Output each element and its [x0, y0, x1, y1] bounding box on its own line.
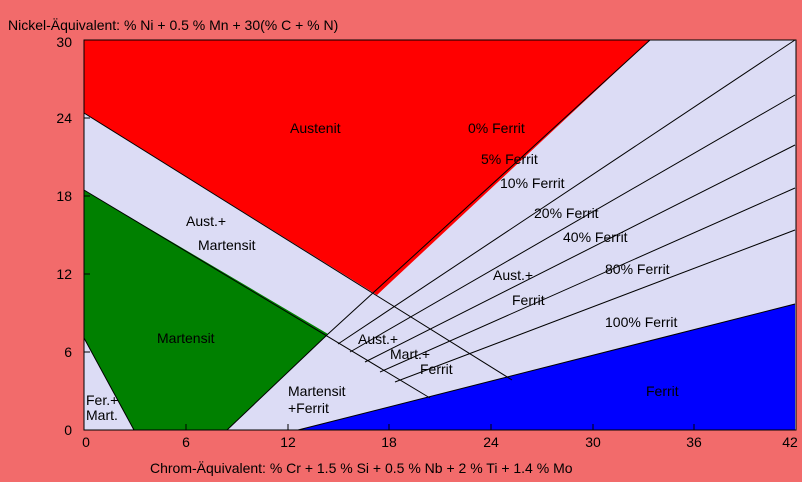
ferrit-40-line	[379, 187, 796, 373]
label-mart-ferrit-1: Martensit	[288, 383, 346, 399]
region-labels: Austenit Aust.+ Martensit Martensit Aust…	[86, 120, 679, 423]
ferrit-80-line	[394, 229, 796, 383]
x-axis-title: Chrom-Äquivalent: % Cr + 1.5 % Si + 0.5 …	[150, 460, 573, 476]
y-tick-label: 18	[56, 188, 72, 204]
label-aust-ferrit-2: Ferrit	[512, 292, 545, 308]
ferrit-line-labels: 0% Ferrit 5% Ferrit 10% Ferrit 20% Ferri…	[468, 120, 677, 330]
fer-mart-boundary	[83, 337, 135, 431]
plot-border	[83, 39, 797, 431]
label-aust-mart-2: Martensit	[198, 237, 256, 253]
x-tick-label: 24	[483, 434, 499, 450]
label-ferrit-100: 100% Ferrit	[605, 314, 677, 330]
label-fer-mart-2: Mart.	[86, 407, 118, 423]
aust-mart-boundary	[83, 112, 513, 381]
ferrit-0-line	[327, 39, 651, 335]
mart-boundary	[83, 189, 431, 399]
label-ferrit-80: 80% Ferrit	[605, 261, 670, 277]
label-amf-3: Ferrit	[420, 361, 453, 377]
y-tick-label: 6	[64, 344, 72, 360]
y-axis: 0 6 12 18 24 30	[56, 34, 90, 438]
ferrit-5-line	[337, 39, 796, 345]
x-tick-label: 18	[381, 434, 397, 450]
label-amf-1: Aust.+	[358, 331, 398, 347]
austenit-region	[84, 40, 650, 295]
label-ferrit-10: 10% Ferrit	[500, 175, 565, 191]
y-tick-label: 30	[56, 34, 72, 50]
label-fer-mart-1: Fer.+	[86, 392, 118, 408]
boundary-lines	[83, 39, 796, 431]
label-ferrit-0: 0% Ferrit	[468, 120, 525, 136]
label-ferrit-20: 20% Ferrit	[534, 205, 599, 221]
martensit-ferrit-boundary	[226, 333, 329, 431]
x-tick-label: 12	[280, 434, 296, 450]
y-tick-label: 0	[64, 422, 72, 438]
x-tick-label: 42	[782, 434, 798, 450]
ferrit-100-line	[297, 303, 796, 431]
label-ferrit: Ferrit	[646, 383, 679, 399]
label-mart-ferrit-2: +Ferrit	[288, 400, 329, 416]
y-axis-title: Nickel-Äquivalent: % Ni + 0.5 % Mn + 30(…	[8, 17, 339, 33]
x-tick-label: 36	[686, 434, 702, 450]
label-martensit: Martensit	[157, 330, 215, 346]
label-ferrit-5: 5% Ferrit	[481, 151, 538, 167]
x-tick-label: 6	[182, 434, 190, 450]
x-tick-label: 0	[82, 434, 90, 450]
label-aust-mart-1: Aust.+	[186, 213, 226, 229]
x-axis: 0 6 12 18 24 30 36 42	[82, 424, 798, 450]
label-amf-2: Mart.+	[390, 346, 430, 362]
label-ferrit-40: 40% Ferrit	[563, 229, 628, 245]
label-austenit: Austenit	[290, 120, 341, 136]
martensit-region	[84, 190, 328, 430]
label-aust-ferrit-1: Aust.+	[493, 267, 533, 283]
ferrit-20-line	[364, 144, 796, 363]
y-tick-label: 24	[56, 110, 72, 126]
ferrit-10-line	[349, 94, 796, 353]
y-tick-label: 12	[56, 266, 72, 282]
x-tick-label: 30	[585, 434, 601, 450]
